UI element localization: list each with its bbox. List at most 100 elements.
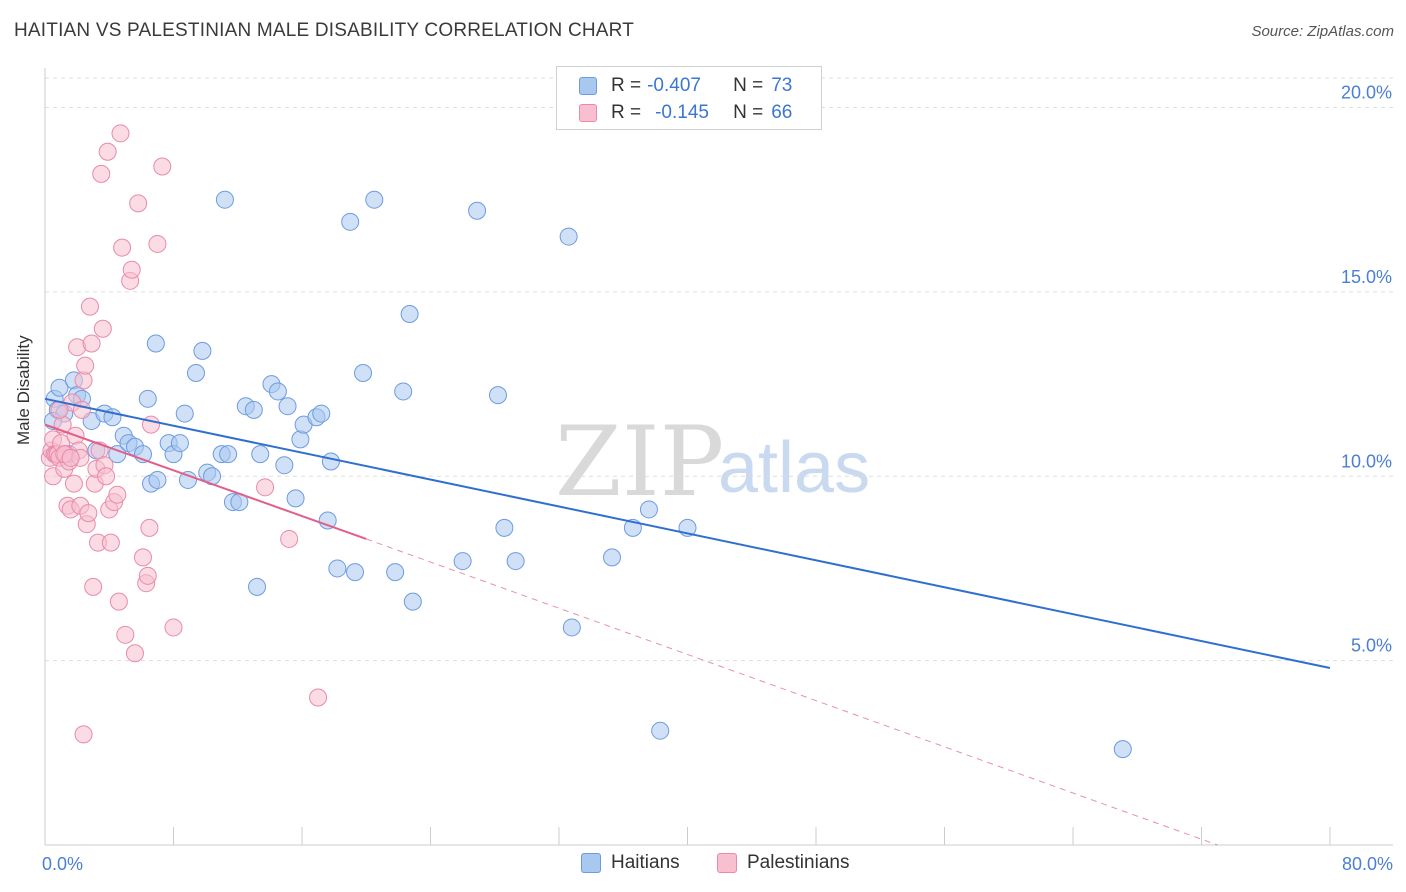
data-point [108,485,127,504]
gridlines [45,77,1393,662]
source-label: Source: ZipAtlas.com [1251,23,1394,40]
legend-swatch-palestinians [579,104,597,122]
data-point [275,456,294,475]
data-point [92,164,111,183]
data-point [164,618,183,637]
series-palestinians [40,124,328,744]
legend-item-palestinians[interactable]: Palestinians [717,852,849,874]
data-point [365,190,384,209]
data-point [82,334,101,353]
legend-label-haitians: Haitians [611,852,680,873]
legend-swatch-haitians [579,77,597,95]
data-point [64,474,83,493]
trend-lines [44,397,1331,846]
data-point [603,548,622,567]
data-point [562,618,581,637]
x-tick-label: 80.0% [1342,854,1393,874]
legend-swatch-haitians [581,853,601,873]
data-point [291,430,310,449]
data-point [559,227,578,246]
data-point [113,238,132,257]
data-point [386,563,405,582]
data-point [109,592,128,611]
data-point [138,389,157,408]
legend-n-value: 66 [771,102,793,123]
legend-item-haitians[interactable]: Haitians [581,852,680,874]
data-point [125,644,144,663]
y-tick-label: 5.0% [1351,636,1392,656]
data-point [312,404,331,423]
data-point [93,319,112,338]
data-point [122,260,141,279]
legend-row-palestinians: R = -0.145 N = 66 [579,100,792,126]
data-point [400,305,419,323]
data-point [153,157,172,176]
data-point [193,341,212,360]
data-point [1113,740,1132,759]
tick-labels: 5.0% 10.0% 15.0% 20.0% 0.0% 80.0% [42,83,1393,875]
data-point [98,142,117,161]
y-tick-label: 20.0% [1341,83,1392,103]
y-tick-label: 10.0% [1341,451,1392,471]
data-point [280,529,299,548]
data-point [248,577,267,596]
data-point [506,552,525,571]
data-point [286,489,305,508]
chart-title: HAITIAN VS PALESTINIAN MALE DISABILITY C… [14,20,635,41]
x-tick-label: 0.0% [42,854,83,874]
data-point [74,725,93,744]
legend-r-value: -0.145 [655,102,709,123]
data-point [488,386,507,405]
data-point [146,334,165,353]
data-point [178,470,197,489]
trend-line-haitians [44,397,1331,669]
data-point [72,400,91,419]
data-point [138,566,157,585]
stats-legend: R = -0.407 N = 73 R = -0.145 N = 66 [556,66,822,130]
data-point [80,297,99,316]
data-point [111,124,130,143]
data-point [251,445,270,464]
data-point [101,533,120,552]
data-point [148,234,167,253]
data-point [170,434,189,453]
trend-line-extension-palestinians [366,538,1218,846]
data-point [133,548,152,567]
data-point [97,467,116,486]
data-point [639,500,658,519]
data-series [40,124,1132,759]
data-point [403,592,422,611]
legend-r-label: R = [611,75,642,96]
data-point [256,478,275,497]
legend-swatch-palestinians [717,853,737,873]
data-point [651,721,670,740]
data-point [61,448,80,467]
data-point [354,364,373,382]
legend-n-value: 73 [771,75,793,96]
watermark-atlas: atlas [718,428,870,508]
legend-r-label: R = [611,102,642,123]
legend-label-palestinians: Palestinians [747,852,850,873]
data-point [468,201,487,220]
data-point [79,504,98,523]
legend-n-label: N = [733,102,764,123]
data-point [76,356,95,375]
data-point [453,552,472,571]
data-point [309,688,328,707]
data-point [129,194,148,213]
trend-line-palestinians [44,423,367,540]
data-point [116,625,135,644]
data-point [346,563,365,582]
watermark-zip: ZIP [555,406,724,518]
legend-r-value: -0.407 [647,75,701,96]
data-point [219,445,238,464]
data-point [495,518,514,537]
data-point [140,518,159,537]
data-point [50,378,69,397]
data-point [215,190,234,209]
data-point [341,212,360,231]
series-legend: Haitians Palestinians [0,852,1406,878]
y-tick-label: 15.0% [1341,267,1392,287]
data-point [328,559,347,578]
